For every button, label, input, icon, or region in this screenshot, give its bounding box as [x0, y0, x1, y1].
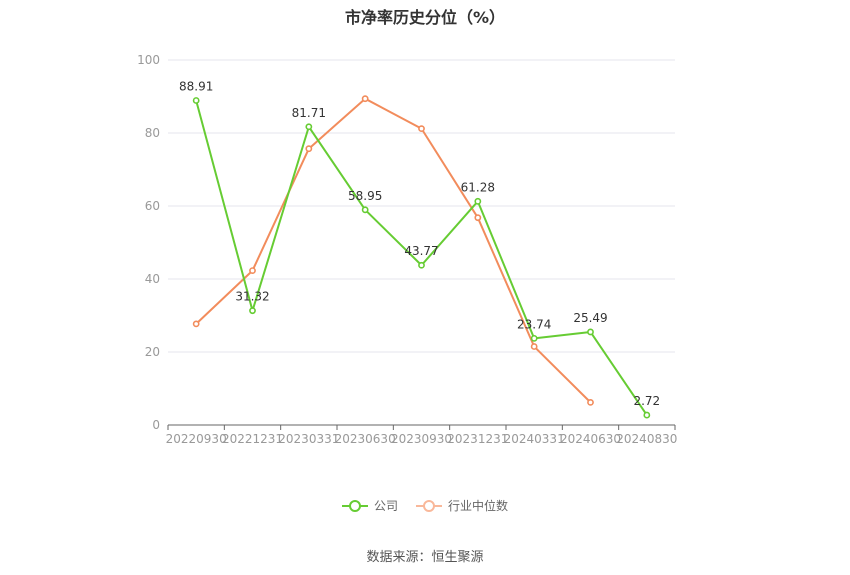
data-label: 23.74: [517, 317, 551, 331]
data-point-company: [192, 97, 200, 104]
data-point-industry-median: [474, 214, 482, 222]
data-point-company: [530, 334, 538, 342]
legend-item-company[interactable]: 公司: [341, 497, 398, 514]
x-tick-label: 20221231: [222, 432, 283, 446]
data-point-industry-median: [305, 145, 313, 153]
data-label: 43.77: [404, 244, 438, 258]
data-point-company: [418, 261, 425, 269]
data-point-company: [361, 206, 369, 214]
x-tick-label: 20231231: [447, 432, 508, 446]
x-tick-label: 20230930: [391, 432, 452, 446]
data-point-company: [249, 307, 256, 315]
gridlines: [168, 59, 675, 353]
y-tick-label: 100: [137, 53, 160, 67]
legend-label-company: 公司: [373, 499, 398, 513]
data-label: 2.72: [633, 394, 660, 408]
data-point-industry-median: [587, 398, 594, 406]
data-point-industry-median: [192, 320, 200, 328]
data-point-industry-median: [418, 125, 425, 133]
legend-label-industry-median: 行业中位数: [448, 499, 509, 513]
data-label: 25.49: [573, 311, 607, 325]
y-tick-label: 80: [145, 126, 160, 140]
data-point-industry-median: [530, 343, 538, 350]
series-layer: [192, 95, 651, 419]
y-tick-label: 60: [145, 199, 160, 213]
legend-swatch-industry-median: [416, 499, 442, 513]
data-source: 数据来源：恒生聚源: [366, 550, 484, 565]
y-tick-label: 0: [152, 418, 160, 432]
data-point-company: [587, 328, 594, 336]
series-line-industry-median: [195, 97, 592, 404]
legend: 公司 行业中位数: [0, 497, 850, 514]
data-point-company: [643, 411, 651, 419]
x-tick-label: 20240830: [616, 432, 677, 446]
data-label: 81.71: [292, 106, 326, 120]
data-point-company: [474, 197, 482, 205]
data-label: 31.32: [235, 290, 269, 304]
y-tick-label: 40: [145, 272, 160, 286]
legend-item-industry-median[interactable]: 行业中位数: [416, 497, 508, 514]
data-label: 88.91: [179, 79, 213, 93]
legend-swatch-company: [341, 499, 368, 513]
chart-title: 市净率历史分位（%）: [344, 8, 506, 27]
x-tick-label: 20230331: [278, 432, 339, 446]
data-point-industry-median: [361, 95, 369, 103]
data-label: 58.95: [348, 189, 382, 203]
y-axis: 0 20 40 60 80 100: [137, 53, 160, 432]
x-tick-label: 20240630: [560, 432, 621, 446]
x-tick-label: 20240331: [504, 432, 565, 446]
x-tick-label: 20230630: [335, 432, 396, 446]
y-tick-label: 20: [145, 345, 160, 359]
data-point-company: [305, 123, 313, 131]
data-point-industry-median: [249, 267, 256, 275]
x-tick-label: 20220930: [166, 432, 227, 446]
data-label: 61.28: [461, 180, 495, 194]
data-labels: 88.91 31.32 81.71 58.95 43.77 61.28 23.74 25.49…: [179, 79, 660, 408]
x-axis: 2022093020221231202303312023063020230930…: [166, 424, 677, 446]
